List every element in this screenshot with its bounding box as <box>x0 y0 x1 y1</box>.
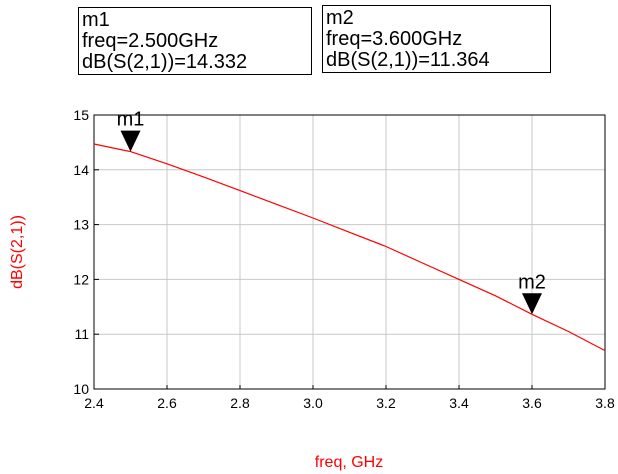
x-tick-label: 3.4 <box>449 395 469 411</box>
x-tick-label: 2.4 <box>84 395 104 411</box>
series <box>93 143 606 352</box>
marker-m2-triangle <box>522 293 542 315</box>
y-tick-label: 11 <box>74 326 89 342</box>
x-tick-label: 3.8 <box>595 395 615 411</box>
plot-frame <box>93 114 606 390</box>
y-tick-label: 13 <box>73 217 89 233</box>
marker-value: dB(S(2,1))=11.364 <box>326 49 490 71</box>
marker-m1-triangle <box>120 130 141 152</box>
y-tick-label: 15 <box>73 107 89 123</box>
x-tick-label: 3.2 <box>376 395 396 411</box>
ticks: 2.4 2.6 2.8 3.0 3.2 3.4 3.6 3.8 10 11 12 13 14 15 <box>73 107 615 411</box>
x-tick-label: 2.6 <box>157 395 177 411</box>
x-tick-label: 2.8 <box>230 395 250 411</box>
marker-name: m2 <box>326 7 354 29</box>
x-tick-label: 3.6 <box>522 395 542 411</box>
marker-readout-m1: m1 freq=2.500GHz dB(S(2,1))=14.332 <box>78 7 312 75</box>
x-axis-label: freq, GHz <box>315 454 383 471</box>
marker-m2-label: m2 <box>518 271 546 293</box>
grid <box>94 115 605 389</box>
marker-freq: freq=3.600GHz <box>326 28 463 50</box>
s21-series-line <box>93 143 606 352</box>
y-tick-label: 12 <box>73 271 89 287</box>
marker-readout-m2: m2 freq=3.600GHz dB(S(2,1))=11.364 <box>322 5 551 73</box>
markers: m1 m2 <box>117 109 546 315</box>
marker-freq: freq=2.500GHz <box>82 30 219 52</box>
y-axis-label: dB(S(2,1)) <box>9 215 26 289</box>
marker-value: dB(S(2,1))=14.332 <box>82 51 248 73</box>
y-tick-label: 14 <box>73 162 89 178</box>
x-tick-label: 3.0 <box>303 395 323 411</box>
marker-m1-label: m1 <box>117 109 145 131</box>
marker-name: m1 <box>82 9 110 31</box>
y-tick-label: 10 <box>73 381 89 397</box>
